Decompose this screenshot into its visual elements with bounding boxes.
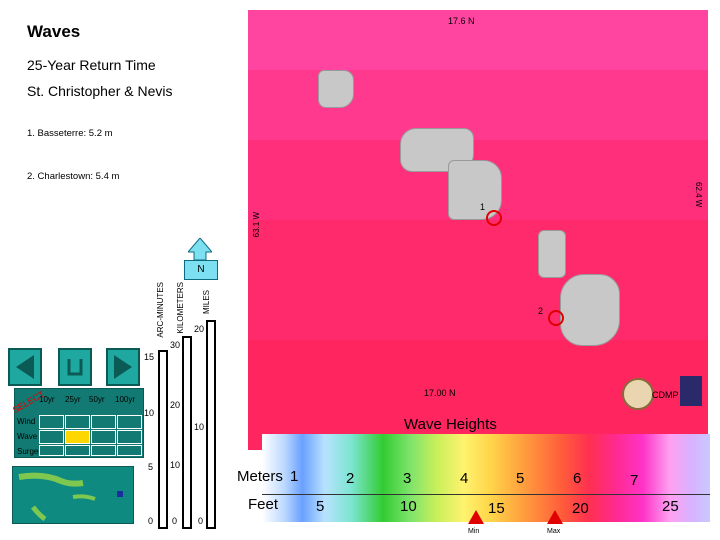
selector-cell[interactable] bbox=[65, 415, 90, 429]
arrow-right-icon bbox=[114, 355, 132, 379]
hazard-selector-panel: SELECT 10yr 25yr 50yr 100yr Wind Wave Su… bbox=[11, 388, 144, 458]
feet-tick: 15 bbox=[488, 500, 505, 517]
island-nevis bbox=[560, 274, 620, 346]
site-1-marker[interactable] bbox=[486, 210, 502, 226]
return-icon bbox=[67, 359, 83, 376]
location-subtitle: St. Christopher & Nevis bbox=[27, 83, 173, 99]
period-10yr: 10yr bbox=[39, 395, 55, 404]
lat-bottom-label: 17.00 N bbox=[424, 388, 456, 398]
km-tick: 20 bbox=[170, 400, 181, 410]
kilometers-scale-bar bbox=[182, 336, 192, 529]
min-marker-icon bbox=[468, 510, 484, 524]
usaid-logo-icon bbox=[680, 376, 702, 406]
meters-tick: 7 bbox=[630, 472, 639, 489]
return-period-subtitle: 25-Year Return Time bbox=[27, 57, 156, 73]
selector-cell[interactable] bbox=[39, 430, 64, 444]
arc-tick: 5 bbox=[148, 462, 154, 472]
period-50yr: 50yr bbox=[89, 395, 105, 404]
wave-height-color-scale bbox=[262, 434, 710, 522]
row-wind: Wind bbox=[17, 417, 36, 426]
meters-tick: 3 bbox=[403, 470, 412, 487]
selector-cell[interactable] bbox=[91, 415, 116, 429]
selector-cell[interactable] bbox=[39, 415, 64, 429]
map-band bbox=[248, 70, 708, 140]
lat-top-label: 17.6 N bbox=[448, 16, 475, 26]
meters-tick: 6 bbox=[573, 470, 582, 487]
meters-tick: 1 bbox=[290, 468, 299, 485]
selector-cell[interactable] bbox=[39, 445, 64, 456]
selector-cell[interactable] bbox=[117, 415, 142, 429]
feet-label: Feet bbox=[248, 496, 279, 513]
km-tick: 10 bbox=[170, 460, 181, 470]
site-2-number: 2 bbox=[538, 306, 544, 316]
legend-title: Wave Heights bbox=[404, 416, 497, 433]
feet-tick: 10 bbox=[400, 498, 417, 515]
selector-cell-selected[interactable] bbox=[65, 430, 90, 444]
max-label: Max bbox=[547, 528, 561, 535]
miles-label: MILES bbox=[202, 290, 211, 315]
north-label: N bbox=[184, 260, 218, 280]
mi-tick: 20 bbox=[194, 324, 205, 334]
site-1-number: 1 bbox=[480, 202, 486, 212]
arrow-left-icon bbox=[16, 355, 34, 379]
mi-tick: 0 bbox=[198, 516, 204, 526]
feet-tick: 25 bbox=[662, 498, 679, 515]
map-band bbox=[248, 10, 708, 70]
selector-cell[interactable] bbox=[117, 445, 142, 456]
forward-button[interactable] bbox=[106, 348, 140, 386]
oas-seal-icon bbox=[622, 378, 654, 410]
min-label: Min bbox=[468, 528, 480, 535]
meters-tick: 5 bbox=[516, 470, 525, 487]
lon-left-label: 63.1 W bbox=[252, 212, 261, 238]
selector-cell[interactable] bbox=[117, 430, 142, 444]
back-button[interactable] bbox=[8, 348, 42, 386]
site-2-label: 2. Charlestown: 5.4 m bbox=[27, 171, 120, 182]
max-marker-icon bbox=[547, 510, 563, 524]
map-band bbox=[248, 220, 708, 340]
meters-tick: 2 bbox=[346, 470, 355, 487]
arc-minutes-scale-bar bbox=[158, 350, 168, 529]
feet-tick: 5 bbox=[316, 498, 325, 515]
north-arrow-icon bbox=[186, 237, 214, 261]
arc-tick: 15 bbox=[144, 352, 155, 362]
miles-scale-bar bbox=[206, 320, 216, 529]
site-2-marker[interactable] bbox=[548, 310, 564, 326]
site-1-label: 1. Basseterre: 5.2 m bbox=[27, 128, 113, 139]
meters-tick: 4 bbox=[460, 470, 469, 487]
selector-cell[interactable] bbox=[65, 445, 90, 456]
overview-map[interactable] bbox=[12, 466, 134, 524]
island-statia bbox=[318, 70, 354, 108]
meters-label: Meters bbox=[237, 468, 283, 485]
arc-minutes-label: ARC-MINUTES bbox=[156, 282, 165, 338]
period-25yr: 25yr bbox=[65, 395, 81, 404]
row-surge: Surge bbox=[17, 447, 39, 456]
selector-cell[interactable] bbox=[91, 445, 116, 456]
km-tick: 30 bbox=[170, 340, 181, 350]
home-button[interactable] bbox=[58, 348, 92, 386]
km-tick: 0 bbox=[172, 516, 178, 526]
selector-cell[interactable] bbox=[91, 430, 116, 444]
caribbean-overview-icon bbox=[18, 472, 123, 522]
page-title: Waves bbox=[27, 22, 81, 41]
period-100yr: 100yr bbox=[115, 395, 136, 404]
lon-right-label: 62.4 W bbox=[694, 182, 703, 208]
wave-height-map: 1 2 17.6 N 17.00 N 62.4 W 63.1 W CDMP bbox=[248, 10, 708, 450]
arc-tick: 10 bbox=[144, 408, 155, 418]
feet-tick: 20 bbox=[572, 500, 589, 517]
row-wave: Wave bbox=[17, 432, 38, 441]
arc-tick: 0 bbox=[148, 516, 154, 526]
island-peninsula bbox=[538, 230, 566, 278]
kilometers-label: KILOMETERS bbox=[176, 282, 185, 334]
cdmp-logo-text: CDMP bbox=[652, 390, 679, 400]
mi-tick: 10 bbox=[194, 422, 205, 432]
legend-divider bbox=[262, 494, 710, 495]
